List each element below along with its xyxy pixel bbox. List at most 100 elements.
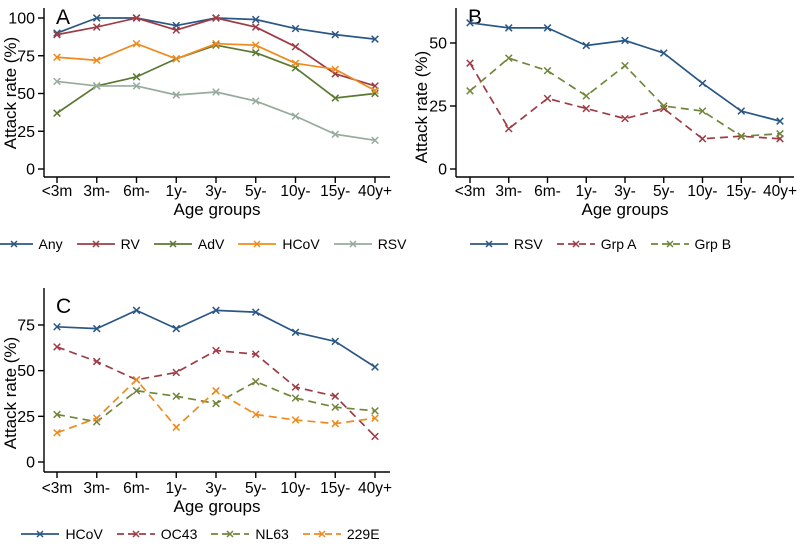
panel-letter: C bbox=[56, 295, 71, 318]
y-tick-label: 50 bbox=[429, 36, 447, 53]
x-tick-label: 10y- bbox=[280, 480, 310, 497]
y-tick-label: 25 bbox=[429, 99, 447, 116]
series-line bbox=[56, 17, 376, 87]
legend-swatch-icon bbox=[76, 240, 115, 248]
series-line bbox=[56, 80, 376, 142]
series-adv bbox=[53, 41, 379, 117]
panel-b-chart: 0 25 50 <3m 3m- 6m- 1y- 3y- 5y- 10y- 15y- 40y+ Age g… bbox=[400, 0, 800, 222]
series-line bbox=[56, 378, 376, 434]
legend-swatch-icon bbox=[211, 530, 250, 538]
legend-item-any: Any bbox=[0, 236, 63, 252]
x-tick-label: 10y- bbox=[687, 183, 717, 200]
x-tick-label: 1y- bbox=[575, 183, 597, 200]
legend-swatch-icon bbox=[0, 240, 33, 248]
x-tick-label: 40y+ bbox=[358, 183, 392, 200]
legend-swatch-icon bbox=[333, 240, 372, 248]
series-markers bbox=[53, 306, 379, 371]
legend-item-oc43: OC43 bbox=[116, 526, 198, 542]
x-tick-label: 40y+ bbox=[358, 480, 392, 497]
legend-swatch-icon bbox=[556, 240, 595, 248]
series-line bbox=[56, 309, 376, 368]
series-grp-a bbox=[466, 59, 784, 143]
y-axis-title: Attack rate (%) bbox=[1, 337, 20, 449]
legend-label: Grp A bbox=[600, 236, 637, 252]
x-tick-label: 3y- bbox=[614, 183, 636, 200]
y-tick-label: 25 bbox=[17, 409, 35, 426]
chart-a-svg: 0 25 50 75 100 <3m 3m- 6m- 1y- 3y- 5y- 10y- 15y- 40y+… bbox=[1, 6, 392, 219]
y-tick-label: 100 bbox=[8, 11, 35, 28]
legend-swatch-icon bbox=[302, 530, 341, 538]
x-tick-label: 6m- bbox=[123, 183, 150, 200]
legend-label: RSV bbox=[377, 236, 407, 252]
legend-swatch-icon bbox=[650, 240, 689, 248]
series-line bbox=[469, 57, 781, 138]
x-tick-label: 3m- bbox=[83, 480, 110, 497]
legend-label: NL63 bbox=[255, 526, 289, 542]
y-tick-label: 0 bbox=[26, 162, 35, 179]
y-tick-label: 75 bbox=[17, 48, 35, 65]
panel-letter: A bbox=[56, 6, 70, 29]
x-tick-label: 1y- bbox=[165, 480, 187, 497]
series-markers bbox=[466, 59, 784, 143]
legend-item-nl63: NL63 bbox=[210, 526, 289, 542]
legend-item-hcov: HCoV bbox=[20, 526, 103, 542]
legend-swatch-icon bbox=[469, 240, 508, 248]
series-markers bbox=[53, 14, 379, 90]
axes bbox=[38, 288, 390, 478]
legend-item-grp-b: Grp B bbox=[650, 236, 732, 252]
chart-c-svg: 0 25 50 75 <3m 3m- 6m- 1y- 3y- 5y- 10y- 15y- 40y+ Age… bbox=[1, 288, 392, 516]
y-tick-label: 25 bbox=[17, 124, 35, 141]
legend-label: AdV bbox=[197, 236, 225, 252]
x-tick-label: 5y- bbox=[245, 183, 267, 200]
x-tick-label: 15y- bbox=[726, 183, 756, 200]
x-tick-label: 6m- bbox=[123, 480, 150, 497]
legend-label: HCoV bbox=[65, 526, 103, 542]
legend-label: OC43 bbox=[160, 526, 198, 542]
series-markers bbox=[53, 39, 379, 95]
legend-label: Grp B bbox=[694, 236, 732, 252]
x-tick-label: 3m- bbox=[495, 183, 522, 200]
series-line bbox=[469, 21, 781, 122]
series-line bbox=[56, 380, 376, 423]
x-axis-title: Age groups bbox=[174, 200, 261, 219]
legend-item-rsv: RSV bbox=[333, 236, 407, 252]
series-line bbox=[469, 62, 781, 140]
series-nl63 bbox=[53, 377, 379, 426]
legend-label: Any bbox=[38, 236, 63, 252]
legend-label: RV bbox=[120, 236, 140, 252]
panel-letter: B bbox=[468, 6, 482, 29]
legend-label: 229E bbox=[346, 526, 380, 542]
x-axis-title: Age groups bbox=[174, 497, 261, 516]
x-tick-label: <3m bbox=[42, 183, 73, 200]
axes bbox=[38, 8, 390, 183]
panel-a-legend: Any RV AdV HCoV RSV bbox=[0, 236, 406, 252]
x-tick-label: 10y- bbox=[280, 183, 310, 200]
legend-item-rsv: RSV bbox=[469, 236, 543, 252]
y-tick-label: 50 bbox=[17, 86, 35, 103]
x-tick-label: <3m bbox=[42, 480, 73, 497]
series-rsv bbox=[466, 19, 784, 125]
x-tick-label: 3y- bbox=[205, 480, 227, 497]
y-tick-label: 0 bbox=[438, 162, 447, 179]
x-tick-label: 6m- bbox=[534, 183, 561, 200]
x-tick-label: <3m bbox=[455, 183, 486, 200]
panel-c-chart: 0 25 50 75 <3m 3m- 6m- 1y- 3y- 5y- 10y- 15y- 40y+ Age… bbox=[0, 276, 400, 520]
x-tick-label: 5y- bbox=[245, 480, 267, 497]
panel-c-legend: HCoV OC43 NL63 229E bbox=[0, 526, 400, 542]
series-markers bbox=[53, 41, 379, 117]
y-tick-label: 0 bbox=[26, 455, 35, 472]
series-markers bbox=[53, 77, 379, 145]
panel-b-legend: RSV Grp A Grp B bbox=[400, 236, 800, 252]
series-hcov bbox=[53, 306, 379, 371]
series-markers bbox=[53, 375, 379, 437]
series-rv bbox=[53, 14, 379, 90]
series-markers bbox=[466, 19, 784, 125]
series-line bbox=[56, 17, 376, 40]
x-axis-title: Age groups bbox=[582, 200, 669, 219]
series-229e bbox=[53, 375, 379, 437]
x-tick-label: 15y- bbox=[320, 480, 350, 497]
legend-item-hcov: HCoV bbox=[237, 236, 320, 252]
y-axis-title: Attack rate (%) bbox=[412, 51, 431, 163]
x-tick-label: 5y- bbox=[653, 183, 675, 200]
